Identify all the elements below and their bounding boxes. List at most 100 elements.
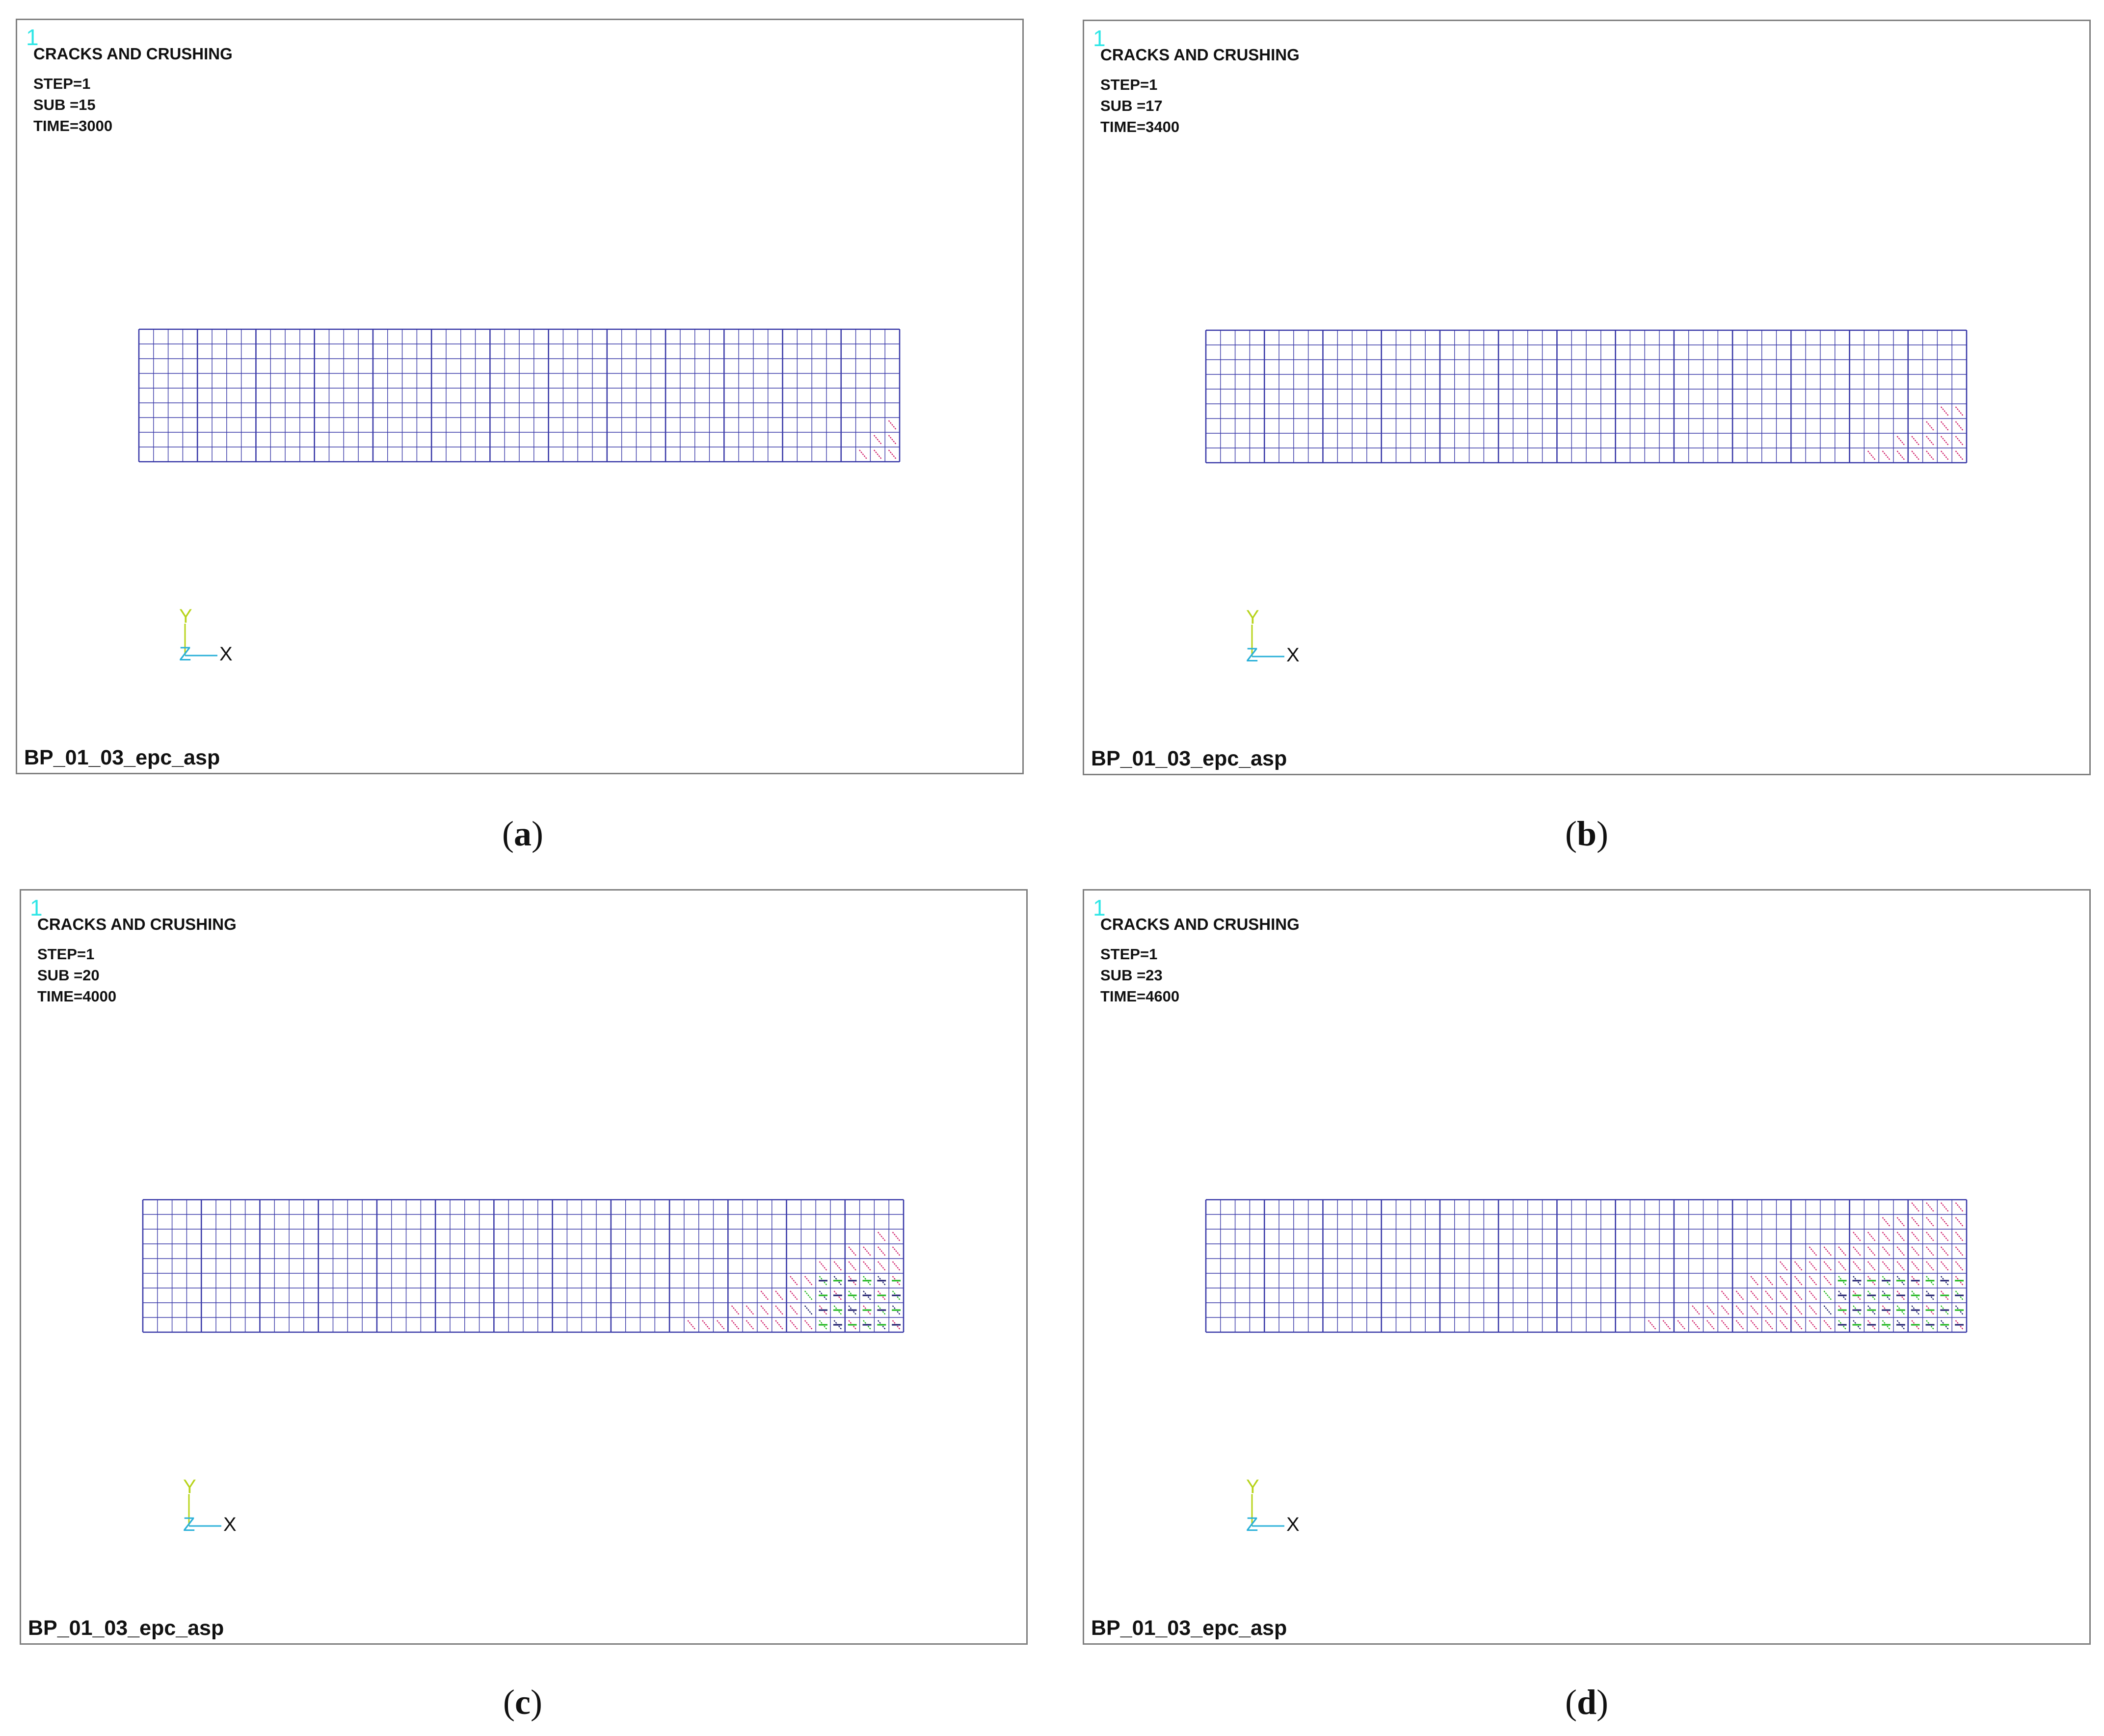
panel-title: CRACKS AND CRUSHING	[37, 915, 237, 933]
axis-y-label: Y	[1246, 606, 1259, 628]
crack-marker	[892, 1261, 901, 1271]
axis-triad: Y Z X	[179, 605, 233, 665]
crack-marker	[1809, 1290, 1817, 1300]
crack-marker	[1794, 1320, 1803, 1330]
caption-close: )	[532, 814, 543, 853]
step-label: STEP=1	[37, 946, 95, 963]
crack-marker	[1940, 1232, 1949, 1241]
crack-marker	[1926, 1217, 1934, 1227]
crack-marker	[1853, 1246, 1861, 1256]
crack-marker	[1896, 1232, 1905, 1241]
crack-marker	[1750, 1320, 1759, 1330]
crack-marker	[804, 1276, 813, 1286]
axis-x-label: X	[1286, 1514, 1300, 1535]
crack-marker	[1911, 1217, 1919, 1227]
crack-marker	[731, 1320, 740, 1330]
crack-marker	[1882, 1217, 1891, 1227]
crack-marker	[1926, 450, 1934, 460]
caption-open: (	[502, 814, 514, 853]
crack-marker	[1838, 1261, 1846, 1271]
axis-triad: Y Z X	[1246, 1476, 1300, 1535]
panel-index-label: 1	[30, 895, 43, 921]
panel-c: 1 CRACKS AND CRUSHING STEP=1 SUB =20 TIM…	[20, 889, 1028, 1645]
panel-title: CRACKS AND CRUSHING	[33, 45, 233, 63]
crack-marker	[790, 1290, 798, 1300]
crack-marker	[1896, 1246, 1905, 1256]
crack-marker	[1955, 421, 1964, 431]
crack-marker	[1926, 1232, 1934, 1241]
crack-marker	[1780, 1305, 1788, 1315]
substep-label: SUB =20	[37, 967, 100, 984]
crack-marker	[848, 1261, 856, 1271]
crack-marker	[1721, 1320, 1730, 1330]
beam-mesh	[1205, 1199, 1968, 1333]
axis-triad: Y Z X	[1246, 606, 1300, 666]
caption-close: )	[1597, 814, 1608, 853]
crack-marker	[1940, 1202, 1949, 1212]
crack-marker	[1896, 450, 1905, 460]
crack-marker	[1735, 1320, 1744, 1330]
caption-letter: a	[514, 814, 532, 853]
crack-marker	[760, 1320, 769, 1330]
axis-x-label: X	[223, 1514, 237, 1535]
crack-marker	[775, 1290, 783, 1300]
crack-marker	[1823, 1305, 1832, 1315]
panel-a: 1 CRACKS AND CRUSHING STEP=1 SUB =15 TIM…	[16, 19, 1024, 774]
crack-marker	[1955, 436, 1964, 446]
crack-marker	[702, 1320, 710, 1330]
caption-close: )	[530, 1683, 542, 1722]
crack-marker	[760, 1305, 769, 1315]
crack-marker	[1809, 1305, 1817, 1315]
crack-marker	[746, 1320, 754, 1330]
crack-marker	[1648, 1320, 1656, 1330]
crack-marker	[877, 1246, 886, 1256]
crack-marker	[1823, 1261, 1832, 1271]
crack-marker	[1896, 1217, 1905, 1227]
crack-marker	[1853, 1232, 1861, 1241]
time-label: TIME=4000	[37, 988, 117, 1005]
crack-marker	[746, 1305, 754, 1315]
crack-marker	[790, 1305, 798, 1315]
substep-label: SUB =23	[1100, 967, 1163, 984]
step-label: STEP=1	[1100, 946, 1158, 963]
panel-b: 1 CRACKS AND CRUSHING STEP=1 SUB =17 TIM…	[1083, 20, 2091, 775]
panel-index-label: 1	[26, 25, 39, 50]
crack-marker	[848, 1246, 856, 1256]
crack-marker	[859, 449, 867, 459]
crack-marker	[1765, 1320, 1773, 1330]
crack-marker	[1809, 1276, 1817, 1286]
caption-a: (a)	[449, 814, 596, 854]
crack-marker	[1867, 1246, 1876, 1256]
substep-label: SUB =15	[33, 96, 96, 113]
crack-marker	[1911, 436, 1919, 446]
time-label: TIME=3400	[1100, 118, 1180, 135]
caption-letter: b	[1576, 814, 1597, 853]
crack-marker	[1692, 1320, 1700, 1330]
crack-marker	[1896, 436, 1905, 446]
crack-marker	[877, 1232, 886, 1241]
axis-z-label: Z	[1246, 1514, 1258, 1535]
crack-marker	[760, 1290, 769, 1300]
crack-marker	[1706, 1320, 1715, 1330]
beam-mesh	[142, 1199, 905, 1333]
crack-marker	[1911, 1246, 1919, 1256]
crack-marker	[1911, 1232, 1919, 1241]
crack-marker	[1940, 1261, 1949, 1271]
crack-marker	[1896, 1261, 1905, 1271]
crack-marker	[863, 1261, 871, 1271]
crack-marker	[1823, 1276, 1832, 1286]
crack-marker	[1911, 1202, 1919, 1212]
caption-open: (	[1565, 814, 1577, 853]
crack-marker	[1838, 1246, 1846, 1256]
axis-x-label: X	[1286, 644, 1300, 666]
crack-marker	[1940, 1217, 1949, 1227]
caption-open: (	[1565, 1683, 1577, 1722]
crack-marker	[1692, 1305, 1700, 1315]
time-label: TIME=4600	[1100, 988, 1180, 1005]
crack-marker	[1662, 1320, 1671, 1330]
crack-marker	[1867, 450, 1876, 460]
crack-marker	[892, 1246, 901, 1256]
crack-marker	[888, 449, 897, 459]
crack-marker	[1955, 1232, 1964, 1241]
crack-marker	[775, 1305, 783, 1315]
